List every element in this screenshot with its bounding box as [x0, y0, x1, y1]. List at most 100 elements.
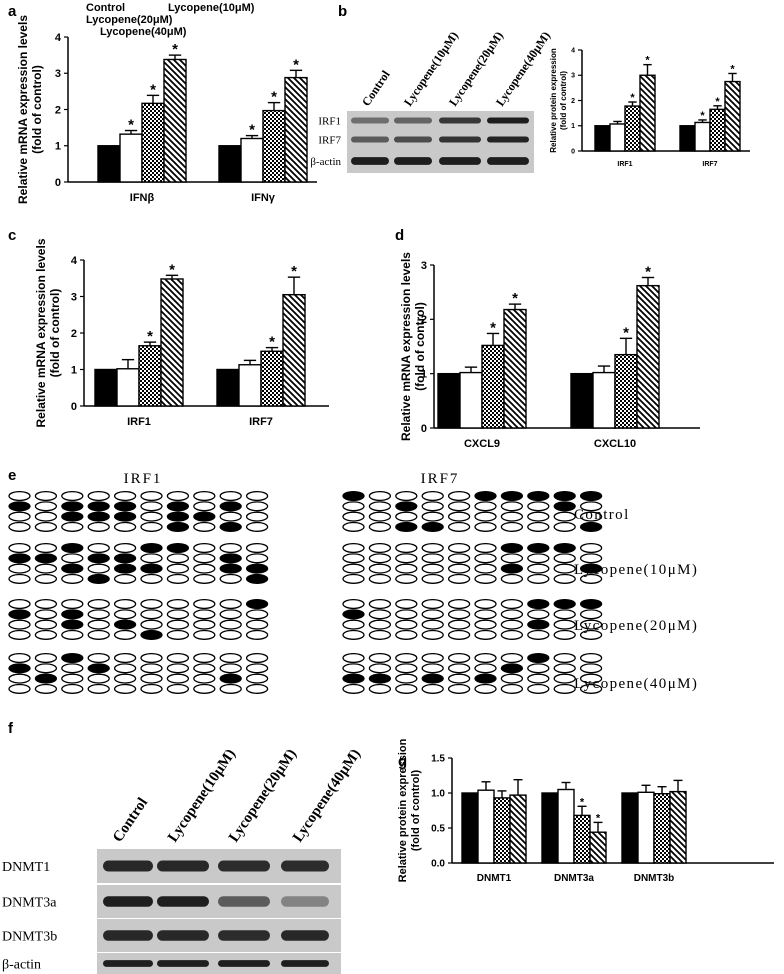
- cpg-unmethylated: [447, 521, 471, 532]
- bar-dnmt1-lycopene-10-m: [477, 789, 495, 864]
- cpg-unmethylated: [553, 511, 576, 522]
- cpg-unmethylated: [61, 683, 84, 694]
- cpg-unmethylated: [193, 542, 216, 554]
- cpg-unmethylated: [219, 490, 242, 502]
- bar-cxcl9-lycopene-20-m: [481, 344, 505, 429]
- cpg-unmethylated: [113, 629, 137, 640]
- cpg-unmethylated: [8, 652, 31, 664]
- cpg-methylated: [8, 609, 31, 620]
- cpg-unmethylated: [342, 553, 365, 564]
- cpg-methylated: [474, 673, 497, 684]
- cpg-unmethylated: [113, 663, 137, 674]
- cpg-unmethylated: [34, 563, 58, 574]
- cpg-unmethylated: [553, 609, 576, 620]
- cpg-unmethylated: [447, 683, 471, 694]
- cpg-unmethylated: [34, 629, 58, 640]
- blot-band: [351, 136, 389, 143]
- cpg-methylated: [421, 673, 444, 684]
- lane-label-lycopene-20-m: Lycopene(20μM): [226, 746, 300, 845]
- cpg-unmethylated: [553, 553, 576, 564]
- cpg-unmethylated: [421, 652, 444, 664]
- significance-mark: *: [630, 92, 635, 104]
- cpg-unmethylated: [421, 629, 444, 640]
- cpg-unmethylated: [87, 521, 110, 532]
- cpg-unmethylated: [87, 673, 110, 684]
- cpg-unmethylated: [368, 609, 392, 620]
- cpg-methylated: [245, 598, 269, 610]
- cpg-methylated: [219, 553, 242, 564]
- significance-mark: *: [269, 334, 275, 351]
- cpg-unmethylated: [395, 598, 418, 610]
- bar-ifn-lycopene-20-m: [262, 109, 286, 183]
- panel-label-a: a: [8, 3, 17, 20]
- cpg-methylated: [87, 501, 110, 512]
- blot-band: [351, 157, 389, 165]
- cpg-unmethylated: [579, 663, 603, 674]
- cpg-unmethylated: [140, 663, 163, 674]
- y-axis-title: Relative protein expression: [397, 738, 409, 882]
- cpg-unmethylated: [553, 629, 576, 640]
- cpg-unmethylated: [8, 683, 31, 694]
- cpg-unmethylated: [193, 598, 216, 610]
- cpg-methylated: [527, 598, 550, 610]
- gene-title: IRF7: [421, 471, 460, 487]
- bar-irf1-lycopene-20-m: [624, 105, 641, 152]
- cpg-methylated: [553, 542, 576, 554]
- cpg-methylated: [342, 490, 365, 502]
- cpg-methylated: [219, 563, 242, 574]
- cpg-unmethylated: [579, 609, 603, 620]
- cpg-unmethylated: [245, 619, 269, 630]
- cpg-unmethylated: [193, 673, 216, 684]
- chart-b: 0 1 2 3 4 Relative protein expression (fold of…: [549, 47, 750, 168]
- cpg-unmethylated: [553, 619, 576, 630]
- cpg-unmethylated: [500, 683, 524, 694]
- y-tick-label: 4: [71, 255, 78, 267]
- bar-cxcl10-lycopene-40-m: [636, 284, 660, 429]
- bar-ifn-control: [218, 145, 242, 183]
- cpg-unmethylated: [87, 542, 110, 554]
- significance-mark: *: [715, 96, 720, 108]
- blot-band: [394, 117, 432, 124]
- cpg-unmethylated: [553, 573, 576, 584]
- cpg-methylated: [579, 598, 603, 610]
- y-tick-label: 1: [571, 123, 575, 130]
- bar-irf1-control: [94, 368, 118, 407]
- cpg-unmethylated: [342, 619, 365, 630]
- cpg-methylated: [395, 501, 418, 512]
- cpg-methylated: [368, 673, 392, 684]
- panel-label-b: b: [338, 3, 347, 20]
- x-tick-label: CXCL9: [464, 438, 500, 450]
- y-axis-title: (fold of control): [559, 71, 568, 130]
- blot-band: [439, 157, 481, 165]
- cpg-unmethylated: [219, 683, 242, 694]
- cpg-unmethylated: [447, 609, 471, 620]
- blot-row-label: β-actin: [310, 156, 341, 168]
- cpg-unmethylated: [527, 573, 550, 584]
- legend-entry-control: Control: [86, 2, 125, 14]
- blot-band: [218, 930, 270, 941]
- cpg-unmethylated: [500, 652, 524, 664]
- cpg-unmethylated: [527, 673, 550, 684]
- significance-mark: *: [623, 324, 629, 341]
- significance-mark: *: [645, 55, 650, 67]
- y-axis-title: Relative mRNA expression levels: [16, 15, 30, 204]
- blot-band: [487, 157, 529, 165]
- blot-band: [351, 117, 389, 124]
- bar-cxcl10-lycopene-20-m: [614, 353, 638, 429]
- significance-mark: *: [645, 263, 651, 280]
- cpg-unmethylated: [395, 573, 418, 584]
- cpg-unmethylated: [395, 673, 418, 684]
- cpg-unmethylated: [447, 563, 471, 574]
- cpg-unmethylated: [553, 673, 576, 684]
- cpg-unmethylated: [447, 619, 471, 630]
- significance-mark: *: [172, 41, 178, 58]
- cpg-methylated: [500, 490, 524, 502]
- bar-irf7-lycopene-40-m: [282, 293, 306, 407]
- cpg-methylated: [34, 673, 58, 684]
- cpg-unmethylated: [342, 683, 365, 694]
- y-axis-title: Relative mRNA expression levels: [399, 252, 413, 441]
- cpg-unmethylated: [579, 501, 603, 512]
- cpg-unmethylated: [166, 629, 190, 640]
- bar-ifn-lycopene-40-m: [284, 76, 308, 183]
- methylation-map-irf7: IRF7: [342, 471, 603, 694]
